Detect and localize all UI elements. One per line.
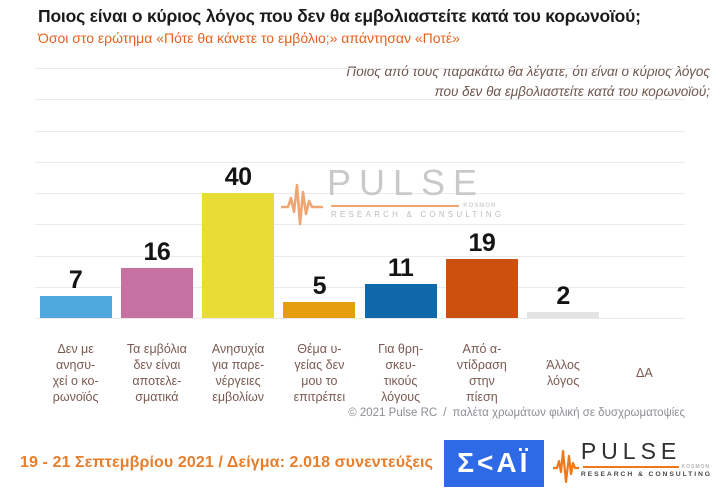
pulse-watermark-subrow: KOSMON bbox=[331, 203, 496, 209]
annotation-line-1: Ποιος από τους παρακάτω θα λέγατε, ότι ε… bbox=[346, 64, 710, 79]
pulse-logo-tagline: RESEARCH & CONSULTING bbox=[580, 471, 712, 478]
bar-slot: 16 bbox=[116, 239, 197, 318]
bar-value-label: 40 bbox=[224, 163, 252, 191]
bar-chart: PULSE KOSMON RESEARCH & CONSULTING 7 16 40… bbox=[35, 68, 685, 319]
bar bbox=[445, 258, 518, 318]
gridline bbox=[35, 318, 685, 319]
pulse-watermark-submark: KOSMON bbox=[463, 203, 497, 209]
gridline bbox=[35, 224, 685, 225]
pulse-logo-text: PULSE KOSMON RESEARCH & CONSULTING bbox=[581, 439, 712, 478]
bar bbox=[120, 268, 193, 318]
category-label: Άλλος λόγος bbox=[546, 358, 580, 388]
pulse-waveform-icon bbox=[552, 449, 579, 484]
pulse-logo-brand: PULSE bbox=[580, 438, 682, 464]
bar-value-label: 16 bbox=[143, 238, 171, 266]
bar bbox=[527, 311, 600, 318]
copyright-text: © 2021 Pulse RC bbox=[348, 407, 438, 419]
pulse-watermark-line bbox=[331, 205, 460, 207]
palette-note: παλέτα χρωμάτων φιλική σε δυσχρωματοψίες bbox=[452, 407, 685, 419]
gridline bbox=[35, 99, 685, 100]
pulse-logo-submark: KOSMON bbox=[681, 464, 710, 470]
bar bbox=[283, 302, 356, 318]
gridline bbox=[35, 68, 685, 69]
category-label: Ανησυχία για παρε-νέργειες εμβολίων bbox=[211, 342, 265, 404]
bar-value-label: 11 bbox=[387, 253, 414, 282]
fieldwork-date-sample: 19 - 21 Σεπτεμβρίου 2021 / Δείγμα: 2.018… bbox=[20, 454, 434, 471]
pulse-watermark-text: PULSE KOSMON RESEARCH & CONSULTING bbox=[327, 162, 505, 220]
pulse-logo: PULSE KOSMON RESEARCH & CONSULTING bbox=[552, 439, 712, 487]
bar bbox=[39, 296, 112, 318]
category-label: Τα εμβόλια δεν είναι αποτελε-σματικά bbox=[126, 342, 187, 404]
chart-question-annotation: Ποιος από τους παρακάτω θα λέγατε, ότι ε… bbox=[346, 62, 710, 102]
pulse-logo-subrow: KOSMON bbox=[582, 464, 710, 470]
category-axis-labels: Δεν με ανησυ-χεί ο κο-ρωνοϊός Τα εμβόλια δε… bbox=[35, 330, 685, 416]
gridline bbox=[35, 287, 685, 288]
bar-slot: 7 bbox=[35, 267, 116, 318]
category-label: ΔΑ bbox=[636, 366, 653, 380]
gridline bbox=[35, 131, 685, 132]
bar-slot: 19 bbox=[441, 230, 522, 318]
bar-slot: 11 bbox=[360, 255, 441, 318]
category-label: Για θρη-σκευ-τικούς λόγους bbox=[378, 342, 424, 404]
gridline bbox=[35, 162, 685, 163]
bar-value-label: 7 bbox=[68, 266, 83, 295]
pulse-logo-line bbox=[582, 466, 679, 468]
bar bbox=[364, 283, 437, 318]
pulse-watermark: PULSE KOSMON RESEARCH & CONSULTING bbox=[281, 165, 504, 231]
bar-series: 7 16 40 5 11 19 2 bbox=[35, 68, 685, 318]
bar-value-label: 5 bbox=[312, 272, 327, 301]
bar bbox=[202, 193, 275, 318]
gridline bbox=[35, 256, 685, 257]
credit-separator: / bbox=[443, 407, 447, 419]
pulse-watermark-brand: PULSE bbox=[327, 162, 486, 203]
bar-slot: 5 bbox=[279, 273, 360, 318]
page-title: Ποιος είναι ο κύριος λόγος που δεν θα εμ… bbox=[38, 6, 641, 26]
pulse-watermark-tagline: RESEARCH & CONSULTING bbox=[331, 210, 505, 219]
pulse-waveform-icon bbox=[281, 183, 323, 226]
category-label: Θέμα υ-γείας δεν μου το επιτρέπει bbox=[293, 342, 346, 404]
gridline bbox=[35, 193, 685, 194]
bar-slot: 40 bbox=[198, 164, 279, 318]
bar-value-label: 19 bbox=[468, 228, 496, 257]
category-label: Δεν με ανησυ-χεί ο κο-ρωνοϊός bbox=[52, 342, 99, 404]
category-label: Από α-ντίδραση στην πίεση bbox=[456, 342, 507, 404]
bar-slot: 2 bbox=[523, 283, 604, 318]
page-subtitle: Όσοι στο ερώτημα «Πότε θα κάνετε το εμβό… bbox=[38, 30, 460, 46]
logo-strip: Σ<ΑΪ PULSE KOSMON RESEARCH & CONSULTING bbox=[443, 439, 712, 487]
annotation-line-2: που δεν θα εμβολιαστείτε κατά του κορωνο… bbox=[434, 84, 710, 99]
bar-value-label: 2 bbox=[556, 281, 570, 310]
skai-logo: Σ<ΑΪ bbox=[443, 439, 544, 487]
chart-credit: © 2021 Pulse RC / παλέτα χρωμάτων φιλική σ… bbox=[348, 407, 685, 419]
